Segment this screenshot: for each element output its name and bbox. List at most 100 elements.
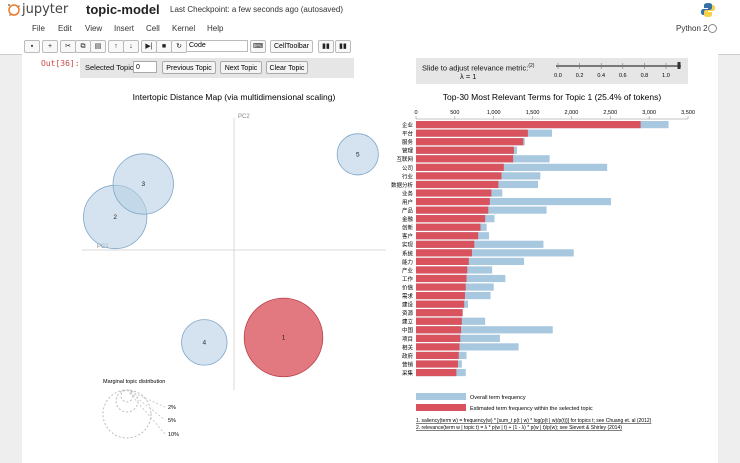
menu-insert[interactable]: Insert [114, 24, 135, 33]
term-label[interactable]: 需求 [402, 292, 414, 300]
bar-topic[interactable] [416, 138, 524, 146]
bar-topic[interactable] [416, 189, 492, 197]
bar-topic[interactable] [416, 257, 469, 265]
term-label[interactable]: 实现 [402, 241, 414, 249]
run-icon[interactable]: ▶| [141, 40, 157, 53]
term-label[interactable]: 企业 [402, 121, 414, 129]
jupyter-logo-icon[interactable] [7, 3, 21, 17]
keyboard-icon[interactable]: ⌨ [250, 40, 266, 53]
term-label[interactable]: 行业 [402, 172, 414, 180]
term-label[interactable]: 价值 [402, 283, 414, 291]
term-label[interactable]: 服务 [402, 138, 414, 146]
term-label[interactable]: 用户 [402, 198, 413, 206]
bar-topic[interactable] [416, 309, 463, 317]
move-up-icon[interactable]: ↑ [108, 40, 124, 53]
term-label[interactable]: 平台 [402, 130, 414, 138]
bar-topic[interactable] [416, 197, 490, 206]
bar-topic[interactable] [416, 334, 461, 342]
next-topic-button[interactable]: Next Topic [220, 61, 262, 74]
bar-topic[interactable] [416, 206, 489, 214]
bar-topic[interactable] [416, 326, 462, 334]
bar-topic[interactable] [416, 283, 466, 291]
term-label[interactable]: 工作 [402, 275, 414, 283]
menu-file[interactable]: File [32, 24, 45, 33]
term-label[interactable]: 相关 [402, 343, 414, 351]
bar-overall[interactable] [416, 197, 612, 206]
bar-topic[interactable] [416, 360, 458, 368]
clear-topic-button[interactable]: Clear Topic [266, 61, 308, 74]
bar-topic[interactable] [416, 172, 502, 180]
topic-circle-1[interactable] [243, 297, 324, 378]
term-label[interactable]: 中国 [402, 326, 414, 334]
footnote-relevance[interactable]: 2. relevance(term w | topic t) = λ * p(w… [416, 425, 622, 431]
bar-overall[interactable] [416, 163, 608, 171]
term-label[interactable]: 公司 [402, 165, 413, 172]
bar-topic[interactable] [416, 249, 472, 257]
bar-topic[interactable] [416, 368, 457, 377]
bar-topic[interactable] [416, 351, 459, 360]
term-label[interactable]: 产业 [402, 266, 414, 274]
cell-type-select[interactable]: Code [186, 40, 248, 52]
bar-topic[interactable] [416, 292, 465, 300]
relevance-slider[interactable]: 0.0 0.2 0.4 0.6 0.8 1.0 [554, 62, 681, 79]
chart-icon[interactable]: ▮▮ [318, 40, 334, 53]
kernel-name[interactable]: Python 2 [676, 24, 708, 33]
slider-handle[interactable] [677, 62, 681, 69]
topic-circle-4[interactable] [181, 319, 228, 366]
bar-overall[interactable] [416, 343, 519, 351]
bar-overall[interactable] [416, 249, 574, 257]
bar-topic[interactable] [416, 300, 465, 308]
menu-cell[interactable]: Cell [146, 24, 160, 33]
topic-circle-3[interactable] [112, 153, 174, 215]
term-label[interactable]: 业务 [402, 189, 414, 197]
paste-icon[interactable]: ▤ [90, 40, 106, 53]
bar-topic[interactable] [416, 266, 468, 274]
term-label[interactable]: 创新 [402, 224, 414, 232]
jupyter-logo-text[interactable]: jupyter [22, 2, 69, 17]
term-label[interactable]: 管理 [402, 147, 414, 155]
stop-icon[interactable]: ■ [156, 40, 172, 53]
cut-icon[interactable]: ✂ [60, 40, 76, 53]
bar-topic[interactable] [416, 215, 486, 223]
term-label[interactable]: 金融 [402, 215, 414, 223]
menu-kernel[interactable]: Kernel [172, 24, 196, 33]
topic-circle-5[interactable] [336, 133, 379, 176]
bar-topic[interactable] [416, 146, 514, 154]
term-label[interactable]: 资源 [402, 309, 414, 317]
term-label[interactable]: 互联网 [396, 155, 413, 163]
term-label[interactable]: 产品 [402, 207, 414, 215]
term-label[interactable]: 采集 [402, 369, 414, 377]
term-label[interactable]: 系统 [402, 249, 414, 257]
bar-topic[interactable] [416, 155, 514, 163]
bar-topic[interactable] [416, 232, 479, 240]
bar-topic[interactable] [416, 343, 460, 351]
term-label[interactable]: 数据分析 [391, 181, 414, 189]
notebook-name[interactable]: topic-model [86, 2, 160, 17]
bar-topic[interactable] [416, 317, 462, 325]
bar-topic[interactable] [416, 163, 504, 171]
term-label[interactable]: 政府 [402, 352, 414, 360]
bar-topic[interactable] [416, 223, 481, 231]
footnote-saliency[interactable]: 1. saliency(term w) = frequency(w) * [su… [416, 418, 652, 424]
menu-edit[interactable]: Edit [58, 24, 72, 33]
term-label[interactable]: 客户 [402, 232, 413, 240]
bar-topic[interactable] [416, 240, 475, 248]
bar-overall[interactable] [416, 257, 525, 265]
restart-icon[interactable]: ↻ [171, 40, 187, 53]
celltoolbar-button[interactable]: CellToolbar [270, 40, 314, 53]
bar-overall[interactable] [416, 326, 553, 334]
term-label[interactable]: 建立 [402, 318, 414, 326]
selected-topic-input[interactable]: 0 [133, 61, 157, 73]
bar-topic[interactable] [416, 121, 641, 129]
term-label[interactable]: 项目 [402, 336, 413, 343]
move-down-icon[interactable]: ↓ [123, 40, 139, 53]
menu-help[interactable]: Help [207, 24, 224, 33]
term-label[interactable]: 能力 [402, 258, 413, 266]
previous-topic-button[interactable]: Previous Topic [162, 61, 216, 74]
bar-topic[interactable] [416, 129, 528, 137]
bar-overall[interactable] [416, 240, 544, 248]
bar-topic[interactable] [416, 274, 467, 283]
copy-icon[interactable]: ⧉ [75, 40, 91, 53]
bar-topic[interactable] [416, 180, 499, 189]
menu-view[interactable]: View [85, 24, 103, 33]
